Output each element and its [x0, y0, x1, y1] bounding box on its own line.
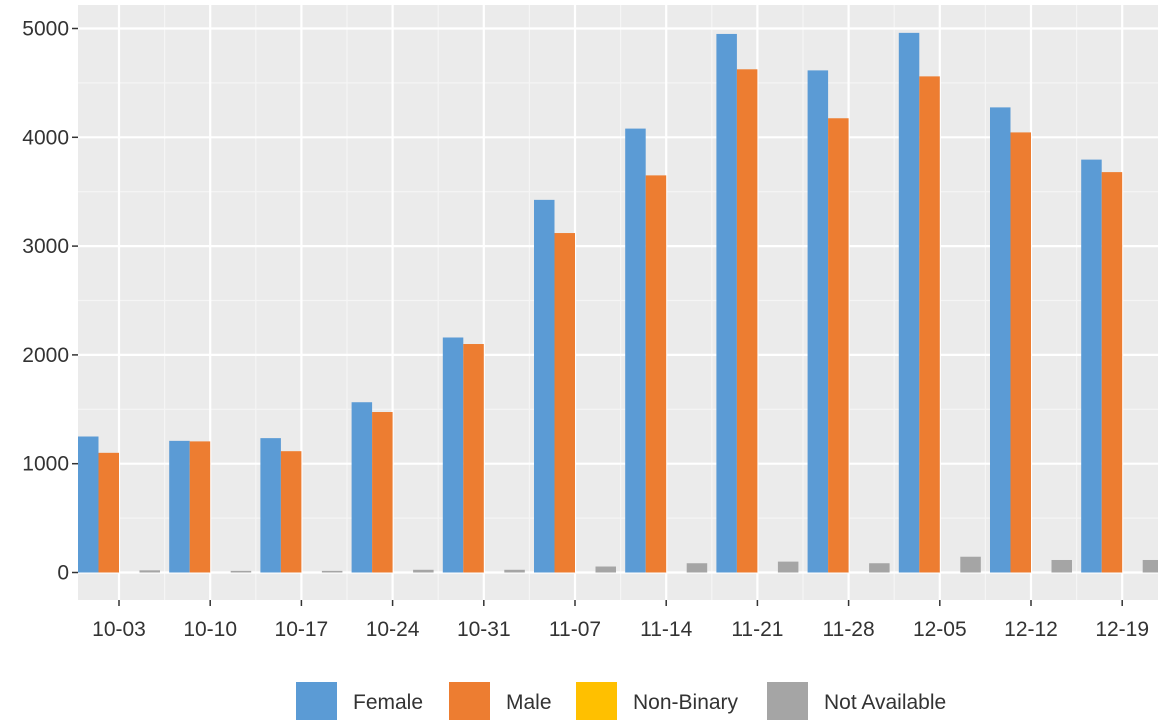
bar-male — [645, 175, 667, 573]
bar-not-available — [869, 563, 890, 573]
bar-not-available — [1142, 559, 1158, 573]
bar-not-available — [960, 556, 981, 573]
bar-female — [260, 438, 281, 573]
bar-female — [625, 128, 646, 573]
legend-label: Non-Binary — [633, 691, 739, 714]
x-axis: 10-03 10-10 10-17 10-24 10-31 11-07 11-14 11-21… — [92, 600, 1149, 641]
bar-not-available — [1051, 559, 1072, 573]
bar-male — [98, 452, 119, 573]
x-tick-label: 12-19 — [1095, 618, 1149, 641]
bar-female — [442, 337, 464, 573]
bar-not-available — [777, 561, 799, 573]
bar-male — [372, 412, 393, 573]
bar-male — [280, 451, 302, 573]
x-tick-label: 10-03 — [92, 618, 146, 641]
bar-male — [828, 118, 849, 573]
bar-female — [807, 70, 829, 573]
x-tick-label: 10-10 — [183, 618, 237, 641]
bar-not-available — [504, 569, 525, 573]
x-tick-label: 11-28 — [823, 618, 875, 641]
x-tick-label: 10-31 — [457, 618, 511, 641]
legend-key-female — [296, 682, 337, 720]
x-tick-label: 11-07 — [549, 618, 601, 641]
bar-male — [554, 233, 575, 573]
y-tick-label: 0 — [57, 562, 69, 585]
bar-male — [1010, 132, 1031, 573]
bar-female — [898, 32, 920, 573]
bar-male — [736, 69, 758, 573]
bars — [78, 32, 1158, 573]
bar-not-available — [321, 570, 343, 573]
legend: Female Male Non-Binary Not Available — [296, 682, 946, 720]
x-tick-label: 11-21 — [731, 618, 783, 641]
y-tick-label: 1000 — [22, 453, 69, 476]
bar-male — [463, 344, 484, 573]
x-tick-label: 11-14 — [640, 618, 692, 641]
y-tick-label: 4000 — [22, 126, 69, 149]
y-tick-label: 2000 — [22, 344, 69, 367]
bar-female — [351, 402, 373, 573]
bar-not-available — [139, 570, 160, 573]
plot-panel — [78, 5, 1158, 600]
y-axis: 0 1000 2000 3000 4000 5000 — [22, 18, 78, 585]
legend-key-non-binary — [576, 682, 617, 720]
x-tick-label: 10-17 — [275, 618, 329, 641]
legend-key-not-available — [767, 682, 808, 720]
bar-not-available — [595, 566, 616, 573]
y-tick-label: 3000 — [22, 235, 69, 258]
x-tick-label: 12-12 — [1004, 618, 1058, 641]
bar-not-available — [413, 569, 434, 573]
x-tick-label: 12-05 — [913, 618, 967, 641]
y-tick-label: 5000 — [22, 18, 69, 41]
legend-key-male — [449, 682, 490, 720]
bar-male — [189, 441, 211, 573]
bar-female — [990, 107, 1011, 573]
x-tick-label: 10-24 — [366, 618, 420, 641]
bar-not-available — [230, 570, 252, 573]
legend-label: Not Available — [824, 691, 946, 714]
bar-female — [169, 440, 190, 573]
legend-label: Male — [506, 691, 552, 714]
bar-female — [1081, 159, 1102, 573]
bar-female — [534, 199, 555, 573]
legend-label: Female — [353, 691, 423, 714]
bar-not-available — [686, 563, 708, 573]
bar-male — [919, 76, 940, 573]
bar-male — [1101, 172, 1123, 573]
minor-gridlines — [78, 5, 1158, 600]
bar-female — [716, 33, 737, 573]
bar-female — [78, 436, 99, 573]
